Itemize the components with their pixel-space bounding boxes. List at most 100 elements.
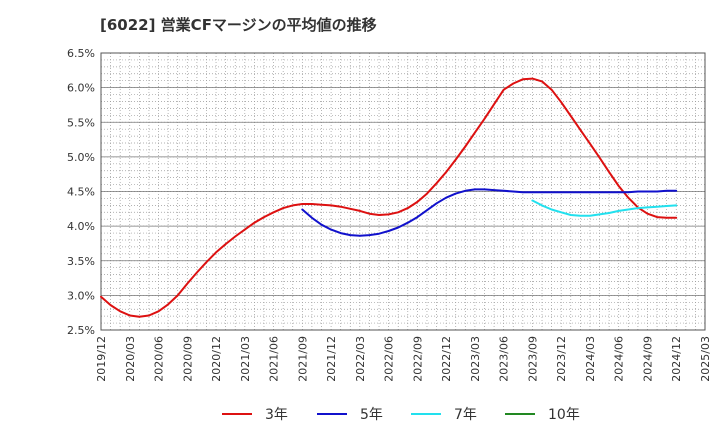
data-point-series-1 xyxy=(282,207,284,209)
data-point-series-1 xyxy=(311,203,313,205)
data-point-series-1 xyxy=(359,210,361,212)
data-point-series-1 xyxy=(445,171,447,173)
data-point-series-1 xyxy=(157,310,160,312)
data-point-series-1 xyxy=(129,314,131,317)
data-point-series-1 xyxy=(483,118,486,120)
x-tick-label: 2021/06 xyxy=(268,336,281,382)
data-point-series-2 xyxy=(483,188,486,190)
data-point-series-2 xyxy=(512,190,514,193)
x-tick-label: 2023/06 xyxy=(498,336,511,382)
data-point-series-1 xyxy=(196,271,198,274)
data-point-series-2 xyxy=(368,234,370,236)
data-point-series-3 xyxy=(666,205,668,207)
y-tick-label: 5.5% xyxy=(67,116,95,129)
data-point-series-1 xyxy=(464,145,466,148)
x-tick-label: 2019/12 xyxy=(95,336,108,382)
x-tick-label: 2024/03 xyxy=(584,336,597,382)
data-point-series-2 xyxy=(618,191,620,193)
legend: 3年 5年 7年 10年 xyxy=(222,407,580,423)
data-point-series-1 xyxy=(244,229,246,231)
data-point-series-1 xyxy=(378,214,380,216)
data-point-series-2 xyxy=(445,197,447,199)
data-point-series-2 xyxy=(407,222,409,224)
data-point-series-1 xyxy=(388,213,390,215)
data-point-series-2 xyxy=(330,229,332,231)
x-tick-label: 2024/12 xyxy=(670,336,683,382)
data-point-series-1 xyxy=(541,80,543,82)
data-point-series-1 xyxy=(177,294,179,296)
y-axis: 2.5% 3.0% 3.5% 4.0% 4.5% 5.0% 5.5% 6.0% 6.5% xyxy=(67,47,95,337)
data-point-series-3 xyxy=(551,208,553,211)
data-point-series-2 xyxy=(531,191,534,193)
data-point-series-1 xyxy=(225,243,227,245)
data-point-series-1 xyxy=(436,182,438,184)
legend-label: 10年 xyxy=(548,407,580,423)
data-point-series-2 xyxy=(349,234,351,236)
data-point-series-3 xyxy=(570,214,572,216)
x-tick-label: 2022/09 xyxy=(411,336,424,382)
y-tick-label: 5.0% xyxy=(67,151,95,164)
x-tick-label: 2021/09 xyxy=(296,336,309,382)
legend-label: 7年 xyxy=(454,407,477,423)
x-tick-label: 2024/09 xyxy=(641,336,654,382)
data-point-series-1 xyxy=(110,304,112,306)
data-point-series-1 xyxy=(397,211,399,213)
y-tick-label: 3.5% xyxy=(67,255,95,268)
data-point-series-2 xyxy=(359,235,361,237)
data-point-series-3 xyxy=(560,211,562,213)
x-tick-label: 2020/03 xyxy=(124,336,137,382)
series-line-2 xyxy=(301,188,678,237)
data-point-series-2 xyxy=(301,208,303,211)
legend-label: 5年 xyxy=(360,407,383,423)
data-point-series-1 xyxy=(138,316,140,318)
data-point-series-1 xyxy=(301,203,303,205)
data-point-series-2 xyxy=(311,217,313,219)
data-point-series-2 xyxy=(637,190,639,193)
data-point-series-1 xyxy=(186,283,188,285)
data-point-series-2 xyxy=(503,190,505,192)
data-point-series-3 xyxy=(598,213,601,215)
y-tick-label: 4.0% xyxy=(67,220,95,233)
data-point-series-2 xyxy=(455,193,457,195)
data-point-series-1 xyxy=(666,217,668,219)
data-point-series-2 xyxy=(656,190,658,193)
data-point-series-1 xyxy=(340,206,342,208)
x-tick-label: 2021/03 xyxy=(239,336,252,382)
data-point-series-1 xyxy=(416,201,418,203)
data-point-series-2 xyxy=(598,191,601,193)
data-point-series-3 xyxy=(608,212,610,214)
chart-title: [6022] 営業CFマージンの平均値の推移 xyxy=(100,16,377,34)
y-tick-label: 4.5% xyxy=(67,186,95,199)
x-tick-label: 2020/12 xyxy=(210,336,223,382)
x-tick-label: 2020/06 xyxy=(153,336,166,382)
data-point-series-1 xyxy=(167,303,169,305)
data-point-series-1 xyxy=(589,143,591,145)
data-point-series-3 xyxy=(646,206,649,208)
data-point-series-1 xyxy=(148,314,150,317)
data-point-series-2 xyxy=(608,191,610,193)
data-point-series-1 xyxy=(330,204,332,206)
data-point-series-1 xyxy=(627,197,629,199)
data-point-series-1 xyxy=(368,213,370,215)
x-tick-label: 2022/03 xyxy=(354,336,367,382)
data-point-series-1 xyxy=(273,211,275,213)
data-point-series-2 xyxy=(627,191,629,193)
data-point-series-3 xyxy=(531,199,534,202)
data-point-series-2 xyxy=(646,190,649,193)
data-point-series-1 xyxy=(253,222,255,224)
data-point-series-1 xyxy=(675,217,677,219)
series-line-3 xyxy=(531,199,678,217)
data-point-series-2 xyxy=(666,190,668,192)
data-point-series-1 xyxy=(263,216,265,218)
x-tick-label: 2023/09 xyxy=(526,336,539,382)
data-point-series-2 xyxy=(320,224,323,226)
data-point-series-2 xyxy=(388,230,390,232)
y-tick-label: 6.0% xyxy=(67,82,95,95)
data-point-series-3 xyxy=(627,208,629,211)
y-tick-label: 3.0% xyxy=(67,289,95,302)
data-point-series-1 xyxy=(407,207,409,209)
data-point-series-1 xyxy=(215,251,217,253)
data-point-series-1 xyxy=(455,159,457,161)
data-point-series-2 xyxy=(522,191,524,193)
